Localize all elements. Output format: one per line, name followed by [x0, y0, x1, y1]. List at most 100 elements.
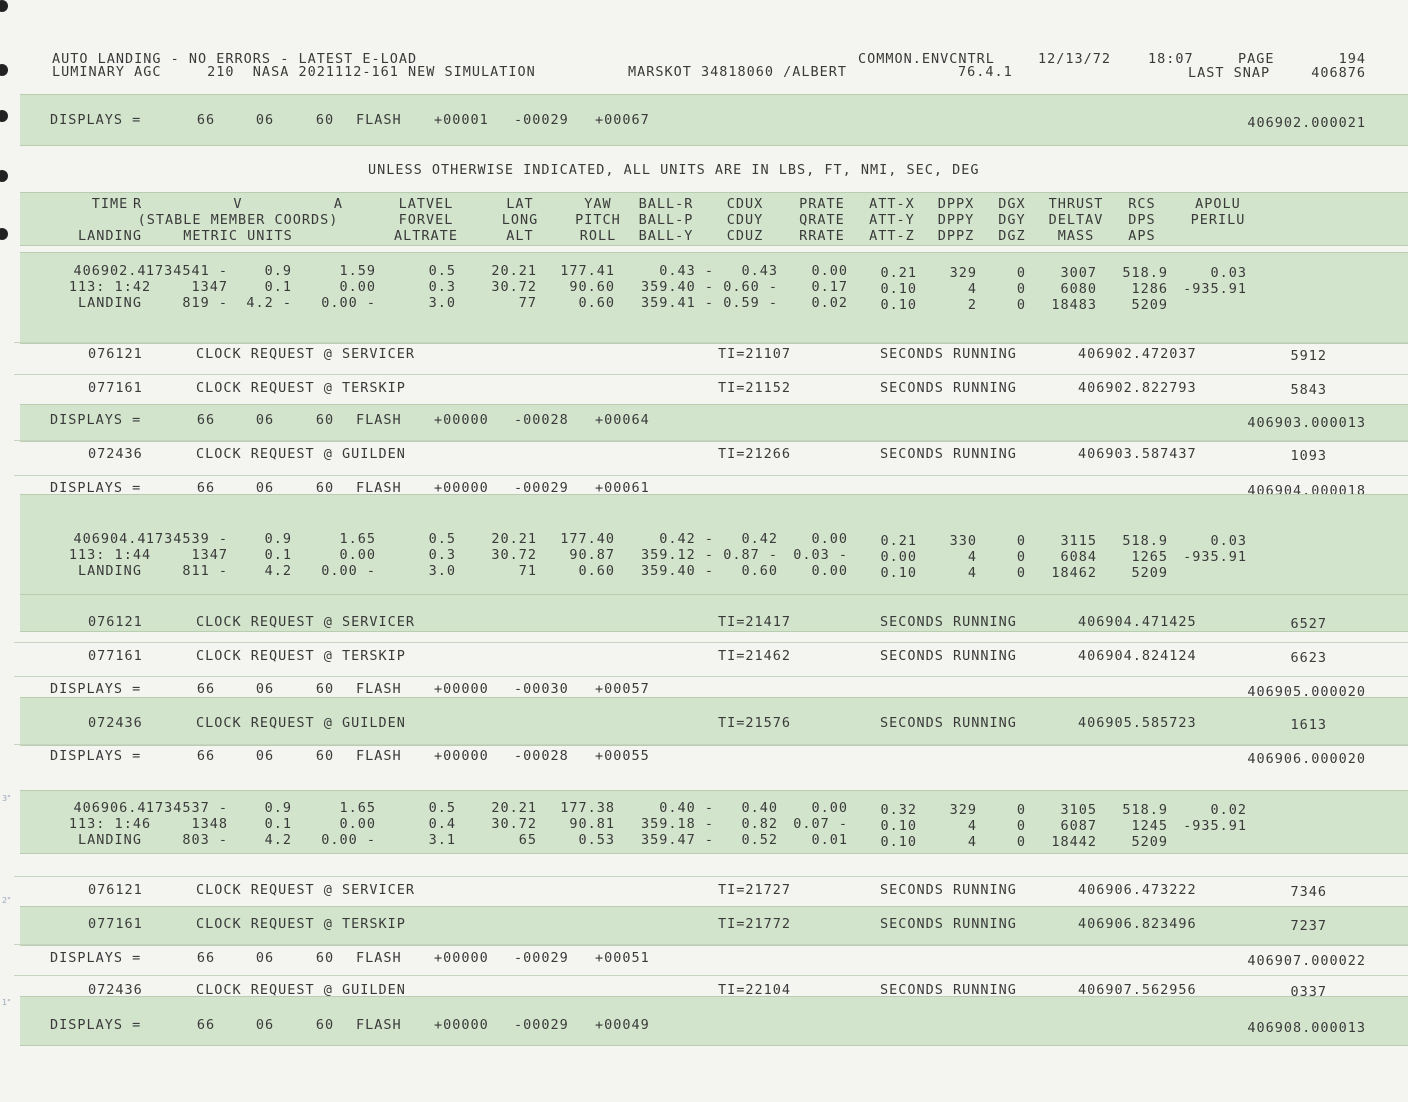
clock-status: SECONDS RUNNING — [880, 648, 1017, 664]
record-band — [20, 404, 1408, 442]
clock-id: 077161 — [88, 916, 143, 932]
display-value-3: +00067 — [595, 112, 650, 128]
column-header-latvel: LATVEL — [398, 196, 454, 212]
data-cell: 0.43 — [741, 263, 778, 279]
display-value-3: +00051 — [595, 950, 650, 966]
data-cell: 0.02 — [1210, 802, 1247, 818]
clock-request: CLOCK REQUEST @ TERSKIP — [196, 916, 406, 932]
clock-timestamp: 406903.587437 — [1078, 446, 1197, 462]
data-cell: 5209 — [1131, 834, 1168, 850]
display-value-3: +00049 — [595, 1017, 650, 1033]
displays-label: DISPLAYS = — [50, 412, 142, 428]
column-header-latvel: ALTRATE — [394, 228, 458, 244]
record-band — [20, 94, 1408, 146]
display-field-c: 60 — [315, 412, 335, 428]
column-header-thrust: MASS — [1057, 228, 1095, 244]
data-cell: 177.40 — [560, 531, 615, 547]
column-header-time: LANDING — [78, 228, 142, 244]
display-value-1: +00000 — [434, 681, 489, 697]
data-cell: -935.91 — [1183, 818, 1247, 834]
data-cell: 0.10 — [880, 818, 917, 834]
data-cell: 3.1 — [428, 832, 456, 848]
data-cell: 0.87 - — [723, 547, 778, 563]
column-header-rva: METRIC UNITS — [183, 228, 293, 244]
clock-timestamp: 406902.822793 — [1078, 380, 1197, 396]
display-value-1: +00000 — [434, 748, 489, 764]
units-note: UNLESS OTHERWISE INDICATED, ALL UNITS AR… — [368, 162, 980, 178]
data-cell: 6080 — [1060, 281, 1097, 297]
data-cell: 0.03 — [1210, 265, 1247, 281]
display-field-b: 06 — [255, 112, 275, 128]
column-header-rcs: RCS — [1128, 196, 1156, 212]
clock-ti: TI=21576 — [718, 715, 792, 731]
display-value-3: +00055 — [595, 748, 650, 764]
clock-id: 076121 — [88, 614, 143, 630]
binder-hole — [0, 170, 8, 182]
data-cell: 0 — [1016, 281, 1026, 297]
record-band — [20, 697, 1408, 746]
display-field-a: 66 — [196, 112, 216, 128]
data-cell: 359.12 - — [640, 547, 714, 563]
data-cell: 1.65 — [339, 800, 376, 816]
column-header-yaw: ROLL — [579, 228, 617, 244]
binder-hole — [0, 64, 8, 76]
column-header-dg: DGZ — [998, 228, 1026, 244]
data-cell: 819 - — [182, 295, 228, 311]
data-cell: 0.60 - — [723, 279, 778, 295]
display-value-3: +00057 — [595, 681, 650, 697]
data-cell: 406906.4 — [73, 800, 147, 816]
column-header-att: ATT-Z — [869, 228, 915, 244]
data-cell: 0.00 — [811, 563, 848, 579]
data-cell: 0.5 — [428, 531, 456, 547]
binder-hole — [0, 110, 8, 122]
column-header-dg: DGX — [998, 196, 1026, 212]
display-flash: FLASH — [356, 681, 402, 697]
data-cell: 113: 1:44 — [68, 547, 152, 563]
data-cell: 0.60 — [741, 563, 778, 579]
display-value-2: -00028 — [514, 748, 569, 764]
data-cell: 359.40 - — [640, 563, 714, 579]
data-cell: 0.00 — [339, 279, 376, 295]
column-header-rcs: DPS — [1128, 212, 1156, 228]
data-cell: 0.52 — [741, 832, 778, 848]
divider-line — [14, 374, 1408, 375]
header-last-snap-value: 406876 — [1311, 65, 1366, 81]
data-cell: 518.9 — [1122, 265, 1168, 281]
data-cell: 0.5 — [428, 263, 456, 279]
header-page-label: PAGE — [1238, 51, 1275, 67]
display-field-a: 66 — [196, 681, 216, 697]
column-header-dg: DGY — [998, 212, 1026, 228]
data-cell: 0.59 - — [723, 295, 778, 311]
clock-request: CLOCK REQUEST @ GUILDEN — [196, 982, 406, 998]
data-cell: 1.65 — [339, 531, 376, 547]
data-cell: 811 - — [182, 563, 228, 579]
data-cell: 0 — [1016, 565, 1026, 581]
column-header-rate: QRATE — [799, 212, 845, 228]
displays-label: DISPLAYS = — [50, 112, 142, 128]
data-cell: 90.87 — [569, 547, 615, 563]
display-field-c: 60 — [315, 1017, 335, 1033]
data-cell: 0.00 - — [321, 832, 376, 848]
column-header-att: ATT-X — [869, 196, 915, 212]
display-field-c: 60 — [315, 748, 335, 764]
data-cell: 1347 — [191, 279, 228, 295]
data-cell: 3007 — [1060, 265, 1097, 281]
clock-timestamp: 406904.471425 — [1078, 614, 1197, 630]
record-band — [20, 252, 1408, 344]
display-timestamp: 406907.000022 — [1247, 953, 1366, 969]
display-field-c: 60 — [315, 480, 335, 496]
column-header-ball: BALL-Y — [638, 228, 694, 244]
data-cell: 0 — [1016, 265, 1026, 281]
data-cell: 329 — [949, 802, 977, 818]
divider-line — [14, 944, 1408, 945]
record-band — [20, 996, 1408, 1046]
display-value-1: +00000 — [434, 480, 489, 496]
displays-label: DISPLAYS = — [50, 681, 142, 697]
data-cell: 3105 — [1060, 802, 1097, 818]
data-cell: 1734541 - — [145, 263, 228, 279]
clock-count: 5912 — [1290, 348, 1327, 364]
clock-timestamp: 406906.823496 — [1078, 916, 1197, 932]
column-header-rate: PRATE — [799, 196, 845, 212]
data-cell: 71 — [518, 563, 537, 579]
display-field-a: 66 — [196, 412, 216, 428]
